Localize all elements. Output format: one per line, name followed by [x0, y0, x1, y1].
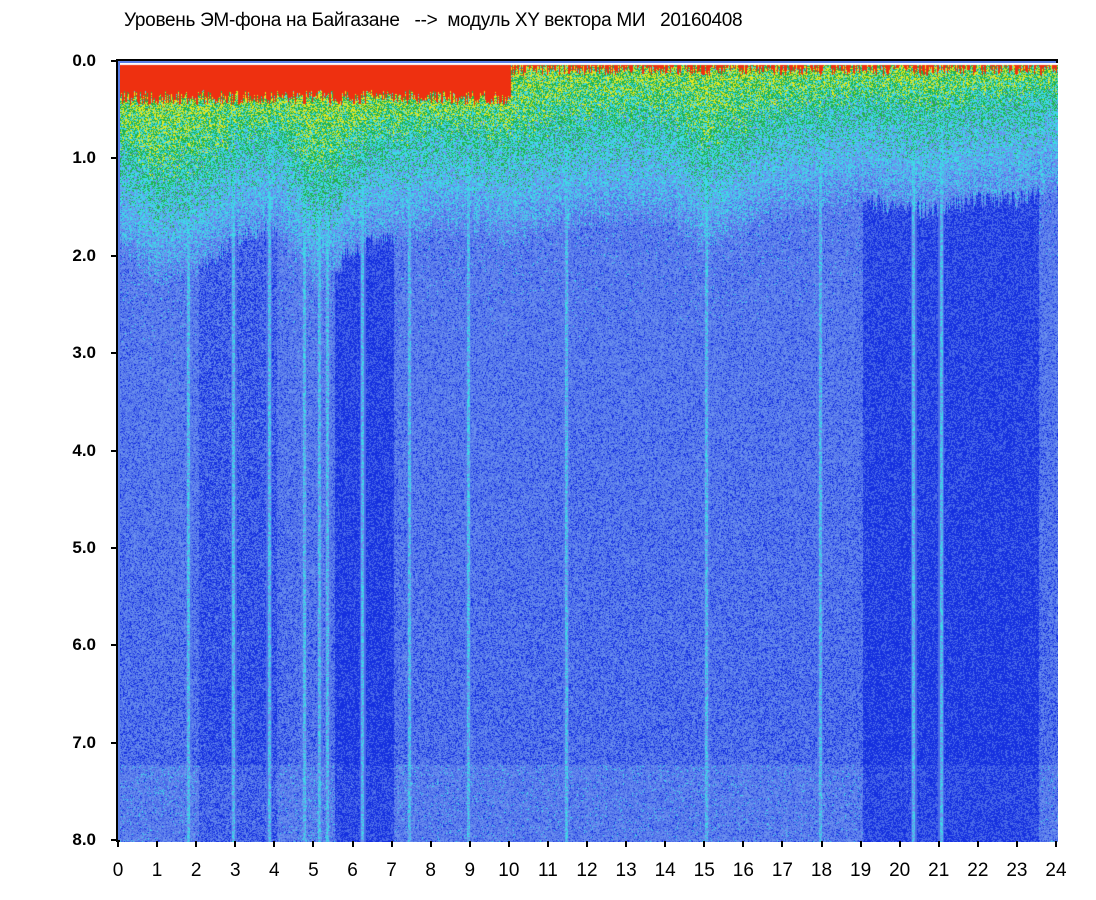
x-tick-label: 12 [576, 860, 598, 881]
y-tick-mark [111, 157, 117, 160]
y-tick-mark [111, 60, 117, 62]
y-tick-mark [111, 254, 117, 257]
y-tick-mark [111, 741, 117, 744]
x-tick-mark [1055, 841, 1057, 847]
x-tick-mark [586, 841, 588, 847]
x-tick-mark [351, 841, 354, 847]
y-tick-label: 8.0 [72, 830, 96, 849]
x-tick-label: 17 [771, 860, 793, 881]
x-tick-label: 3 [229, 860, 241, 881]
y-tick-label: 2.0 [72, 245, 96, 265]
x-tick-label: 2 [190, 860, 202, 881]
x-tick-label: 20 [889, 860, 911, 881]
x-tick-label: 15 [693, 860, 715, 881]
y-tick-label: 7.0 [72, 732, 96, 752]
x-tick-mark [312, 841, 315, 847]
x-tick-label: 18 [810, 860, 833, 881]
x-tick-label: 22 [967, 860, 989, 881]
x-tick-label: 14 [654, 860, 676, 881]
x-tick-label: 8 [425, 860, 436, 881]
x-tick-label: 0 [112, 860, 124, 881]
y-tick-label: 5.0 [72, 537, 96, 557]
x-tick-mark [273, 841, 276, 847]
x-tick-mark [390, 841, 393, 847]
x-tick-label: 13 [615, 860, 637, 881]
y-tick-mark [111, 644, 117, 647]
x-tick-mark [859, 841, 862, 847]
x-tick-mark [742, 841, 745, 847]
x-tick-mark [898, 841, 901, 847]
x-tick-mark [507, 841, 510, 847]
y-tick-label: 1.0 [72, 148, 96, 168]
y-tick-mark [111, 839, 117, 841]
x-tick-label: 6 [347, 860, 358, 881]
x-tick-mark [781, 841, 784, 847]
x-tick-label: 5 [308, 860, 319, 881]
x-tick-label: 21 [928, 860, 950, 881]
x-tick-mark [664, 841, 667, 847]
x-tick-mark [234, 841, 237, 847]
x-tick-mark [1015, 841, 1018, 847]
x-tick-mark [195, 841, 198, 847]
chart-title: Уровень ЭМ-фона на Байгазане --> модуль … [124, 10, 743, 31]
y-tick-mark [111, 352, 117, 355]
heatmap-image [120, 63, 1058, 842]
y-tick-label: 6.0 [72, 635, 96, 655]
x-tick-mark [468, 841, 471, 847]
x-tick-label: 11 [538, 860, 558, 881]
x-tick-label: 1 [151, 860, 163, 881]
x-tick-label: 24 [1045, 860, 1067, 881]
x-tick-label: 7 [386, 860, 397, 881]
x-tick-label: 16 [732, 860, 754, 881]
x-tick-mark [625, 841, 628, 847]
x-tick-label: 9 [464, 860, 476, 881]
plot-area [116, 59, 1058, 842]
x-tick-mark [820, 841, 823, 847]
x-tick-mark [976, 841, 979, 847]
x-tick-mark [937, 841, 940, 847]
y-tick-label: 4.0 [72, 440, 96, 460]
x-tick-mark [703, 841, 706, 847]
y-tick-mark [111, 449, 117, 452]
x-tick-label: 10 [498, 860, 520, 881]
x-tick-label: 23 [1006, 860, 1028, 881]
x-tick-mark [156, 841, 159, 847]
x-tick-label: 19 [850, 860, 872, 881]
x-tick-mark [117, 841, 119, 847]
y-tick-mark [111, 546, 117, 549]
x-tick-mark [546, 841, 549, 847]
x-tick-label: 4 [269, 860, 280, 881]
y-tick-label: 3.0 [72, 343, 96, 363]
y-tick-label: 0.0 [72, 51, 96, 70]
x-tick-mark [429, 841, 432, 847]
